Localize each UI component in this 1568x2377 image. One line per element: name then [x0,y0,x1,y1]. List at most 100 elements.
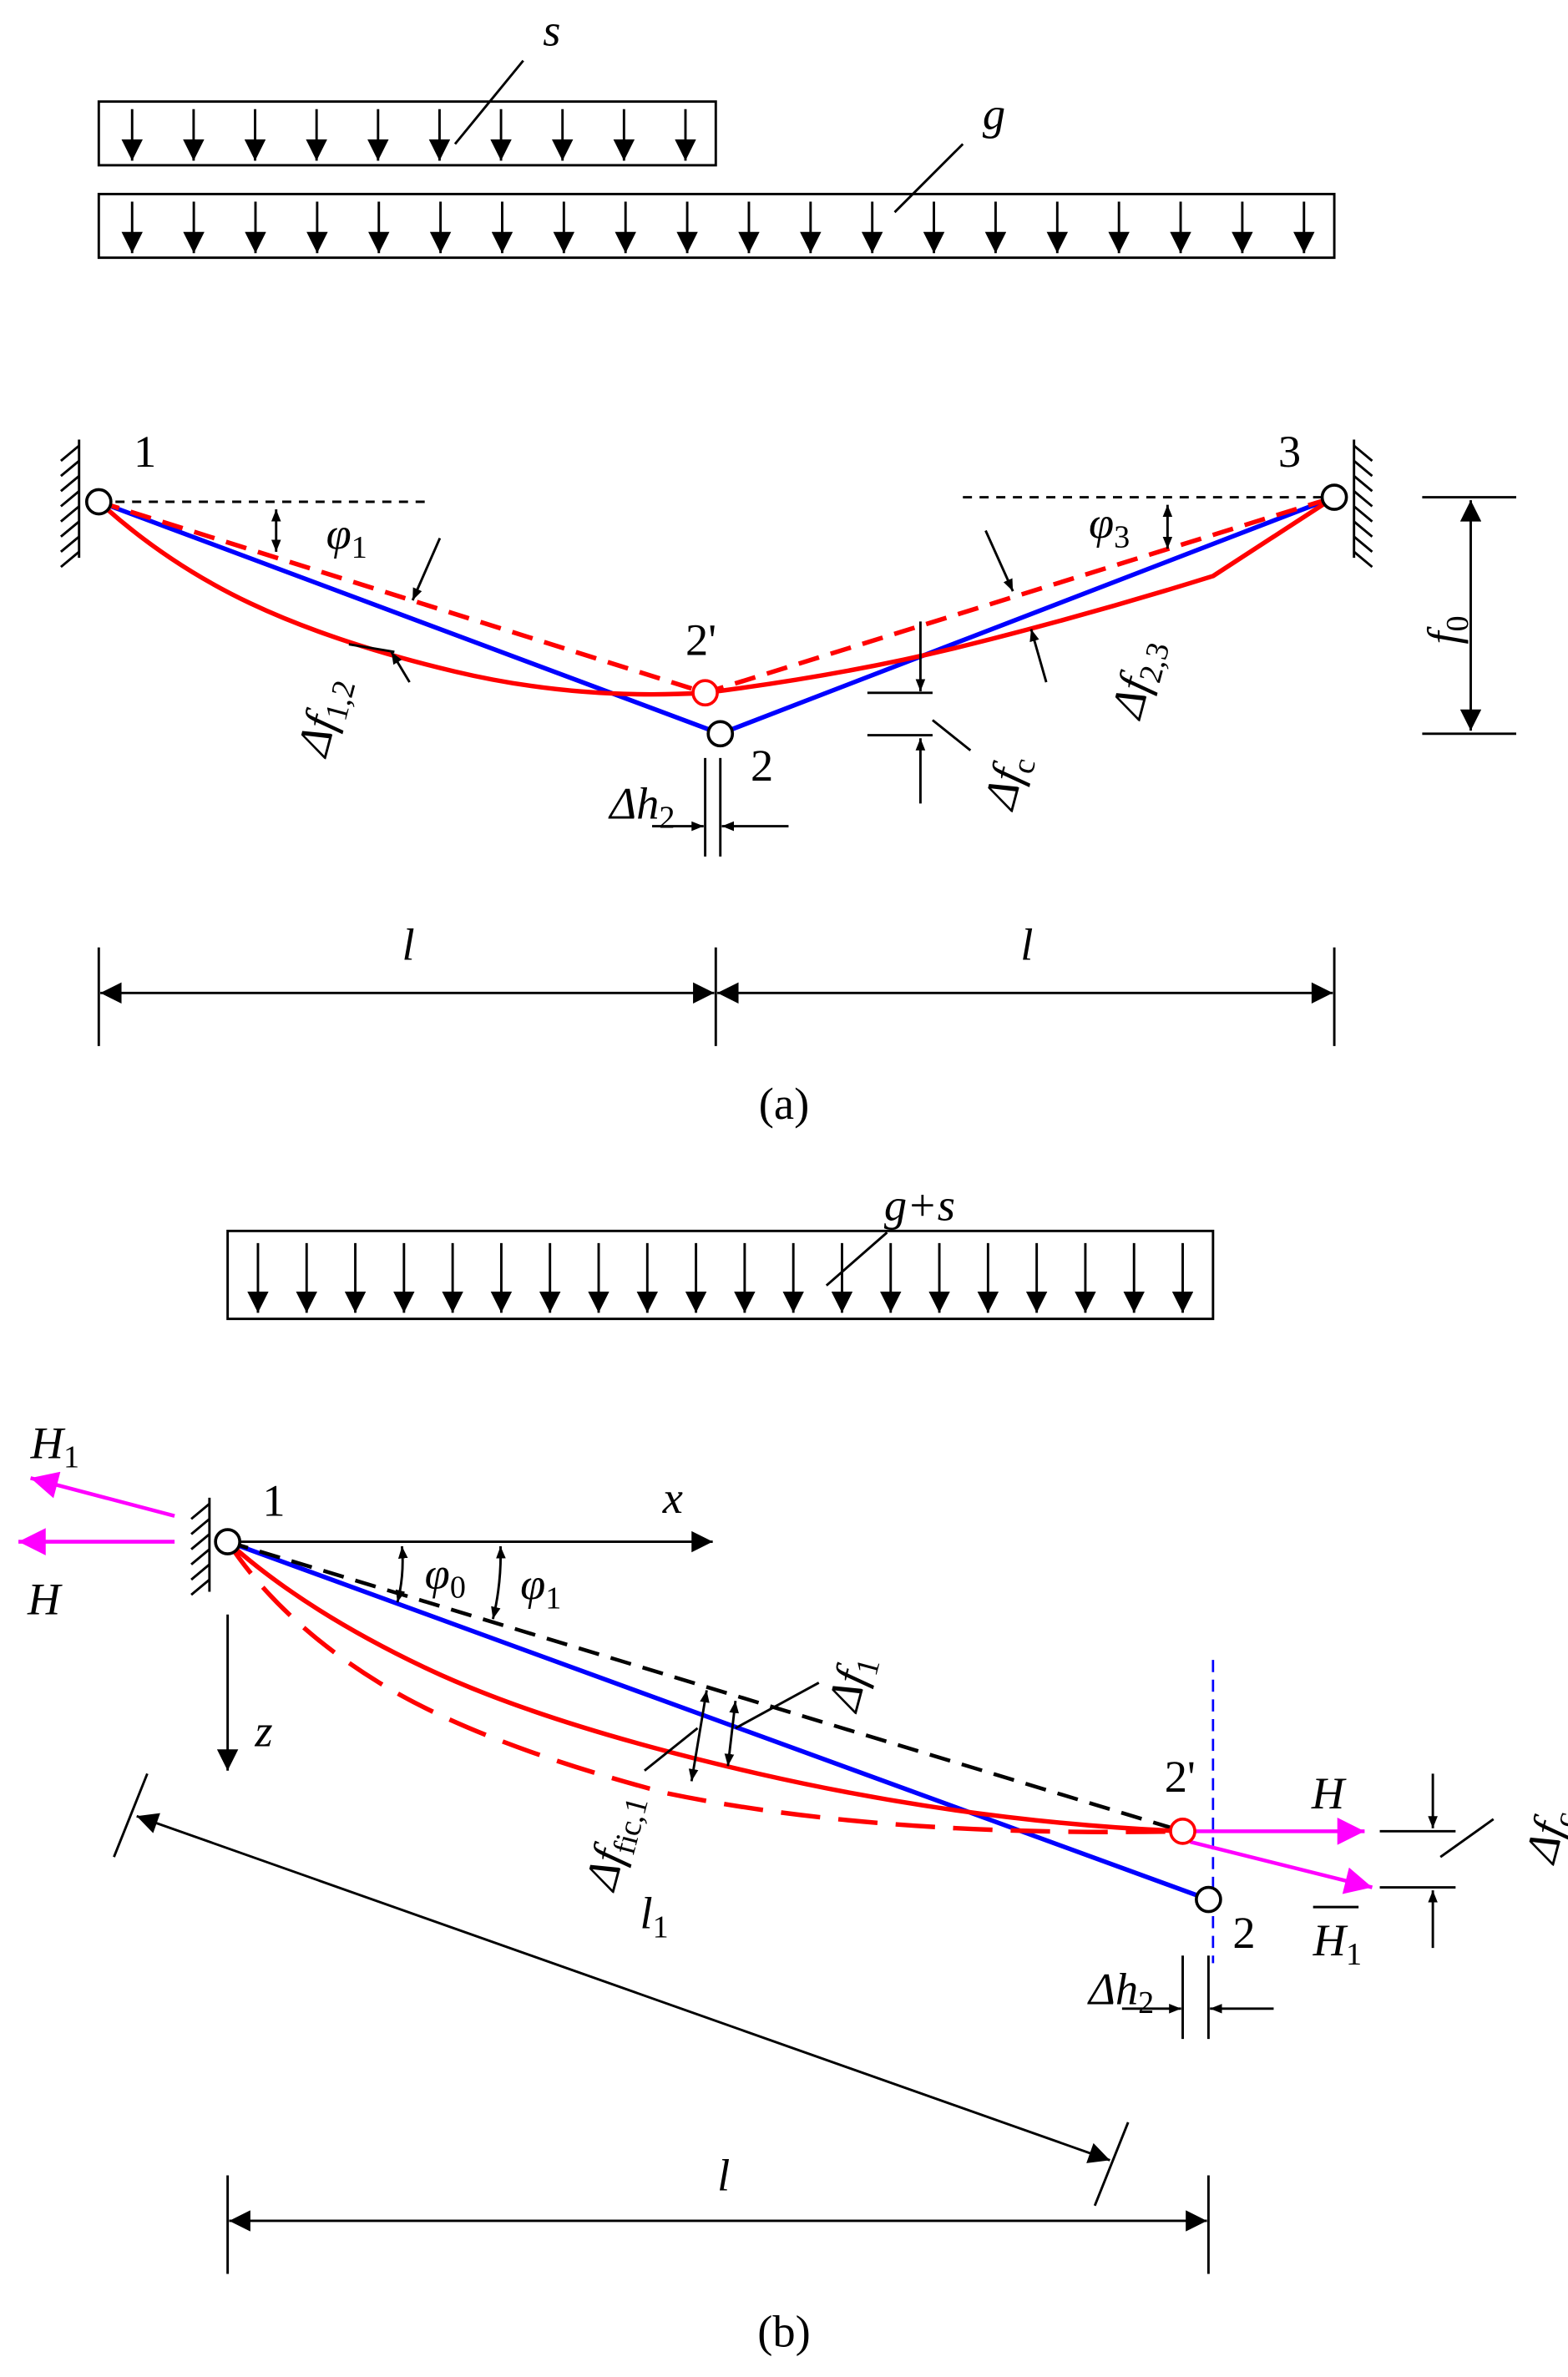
label-sub: 1 [653,1909,669,1945]
label-sub: 2 [1138,1985,1154,2020]
leader [735,1682,820,1730]
load-box-gs [226,1229,1215,1321]
node [214,1528,241,1555]
support-hatch [1353,550,1373,569]
label: H [27,1574,63,1625]
load-box-s [97,100,717,167]
label: Δh2 [608,777,675,835]
node [1320,483,1348,511]
label-sub: 1 [352,530,367,565]
label: Δf1 [817,1649,887,1719]
angle-arrow [395,1545,408,1603]
leader [453,59,524,145]
layout [18,59,1516,2274]
label: 2 [751,740,773,791]
node [691,679,719,707]
label-sub: 1 [545,1580,561,1616]
label-sub: 1 [63,1440,79,1475]
label: l [1020,918,1033,969]
node [1195,1885,1222,1914]
cable-fictitious [225,1540,1183,1834]
label: φ3 [1089,498,1130,555]
force-arrow [30,1471,175,1518]
label: s [543,4,560,55]
support-hatch [59,550,80,569]
support-hatch [1353,520,1373,538]
support-hatch [59,505,80,523]
label: g [983,88,1005,139]
label: l [717,2150,730,2201]
label: 1 [134,426,156,477]
support-hatch [1353,475,1373,493]
caption: (a) [759,1078,809,1129]
label-main: H [30,1418,66,1469]
label: Δffic,1 [574,1788,655,1898]
label-main: Δh [608,777,659,828]
load-box-g [97,192,1336,260]
label-main: φ [425,1548,450,1599]
label: H1 [1313,1914,1362,1972]
dim-tick [1093,2122,1130,2207]
label: Δf1,2 [286,671,363,764]
label: z [254,1706,272,1757]
label: φ1 [520,1559,561,1616]
dim-tick [348,643,395,654]
label: 1 [262,1475,285,1526]
dim-arrow [411,537,442,601]
support-hatch [59,520,80,538]
support-hatch [1353,490,1373,508]
support-hatch [59,475,80,493]
dim-arrow [390,650,411,683]
label: g+s [884,1180,955,1231]
node [706,720,735,748]
label-sub: 0 [1440,615,1475,631]
label: Δfc [973,749,1043,817]
node [84,488,113,516]
dim-tick [113,1773,149,1858]
support-hatch [1353,535,1373,554]
label-sub: 3 [1114,519,1130,554]
leader [644,1727,699,1772]
label-sub: 1,2 [319,677,363,725]
support-hatch [1353,444,1373,463]
label: φ0 [425,1548,466,1606]
dim-arrow [724,1701,739,1767]
label-main: H [1313,1914,1348,1965]
support-hatch [190,1518,210,1535]
support-hatch [190,1548,210,1565]
caption: (b) [757,2306,811,2357]
dim-arrow [1029,629,1048,683]
label: 2' [685,614,716,665]
label: 3 [1278,426,1301,477]
support-hatch [59,490,80,508]
label: H1 [30,1418,79,1475]
label: Δf2,3 [1100,633,1177,726]
label: x [662,1472,683,1523]
force-arrow [1190,1839,1373,1894]
dim-line [136,1813,1110,2163]
label-main: φ [520,1559,545,1610]
support-hatch [59,459,80,478]
support-hatch [190,1533,210,1550]
label-main: φ [1089,498,1114,549]
dim-arrow [688,1690,710,1782]
support-hatch [59,444,80,463]
label-sub: 2 [659,800,675,835]
cable-deformed [97,495,1336,697]
dim-arrow [984,529,1014,592]
leader [893,143,964,214]
cable-initial [226,1539,1210,1902]
support-hatch [1353,505,1373,523]
leader [825,1231,888,1287]
angle-arrow [491,1545,506,1620]
node [1169,1818,1196,1845]
label-main: Δh [1087,1963,1138,2014]
label-sub: 1 [1346,1937,1362,1972]
label-main: φ [326,508,352,559]
label: 2' [1165,1751,1196,1802]
label: f0 [1418,615,1475,644]
label-main: l [640,1888,653,1939]
leader [1439,1818,1495,1859]
support-hatch [190,1563,210,1581]
